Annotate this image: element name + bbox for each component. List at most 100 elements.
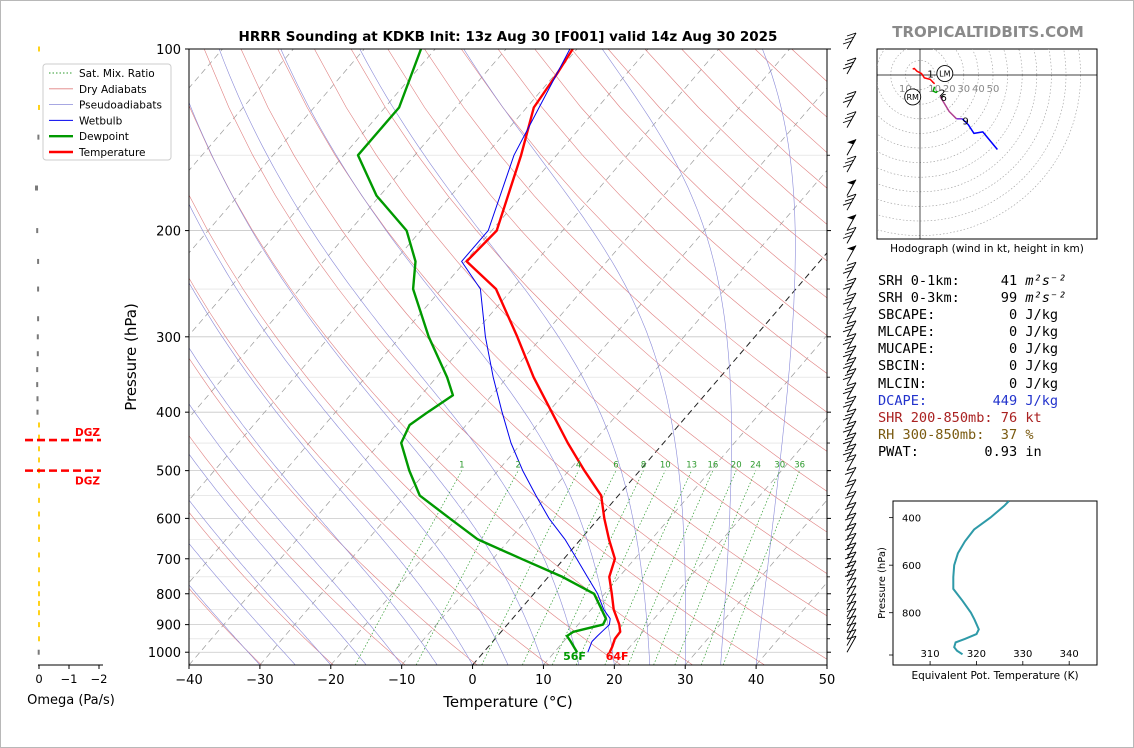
barb-flag xyxy=(846,193,857,198)
barb-flag xyxy=(846,615,857,620)
barb-flag xyxy=(844,296,855,301)
hodograph-height-label: 9 xyxy=(962,116,968,127)
stat-label: MLCIN: xyxy=(878,375,928,392)
wind-barb xyxy=(846,179,857,196)
barb-staff xyxy=(846,608,857,625)
legend-label: Dewpoint xyxy=(79,131,129,143)
omega-bar xyxy=(38,567,40,573)
mixing-ratio-label: 8 xyxy=(641,461,646,471)
barb-flag xyxy=(844,115,855,120)
stat-row: SRH 0-3km: 99 m²s⁻² xyxy=(878,290,1066,307)
omega-tick-label: 0 xyxy=(35,672,42,686)
stat-spacer xyxy=(993,410,1001,426)
stat-value: 41 xyxy=(1000,273,1018,289)
dry-adiabat xyxy=(189,357,478,665)
stat-unit: J/kg xyxy=(1025,358,1059,375)
wind-barb xyxy=(842,111,857,128)
stat-label: SRH 0-3km: xyxy=(878,290,960,307)
barb-flag xyxy=(846,542,857,547)
barb-flag xyxy=(842,300,853,305)
mixing-ratio-label: 36 xyxy=(794,461,805,471)
barb-flag xyxy=(842,163,853,168)
dry-adiabat xyxy=(189,587,262,665)
legend-label: Dry Adiabats xyxy=(79,84,147,96)
pseudoadiabat xyxy=(189,282,473,665)
hodograph-ring-label: 30 xyxy=(957,84,970,95)
zero-isotherm xyxy=(472,252,827,665)
isotherm-line xyxy=(1,49,10,665)
skewt-axes: −40 −30 −20 −10 0 10 20 30 40 50 100 200 300 400 500 60… xyxy=(148,43,835,688)
dry-adiabat xyxy=(277,49,827,617)
wind-barb xyxy=(842,345,857,362)
barb-staff xyxy=(846,467,857,484)
omega-bar xyxy=(36,334,39,340)
barb-flag xyxy=(844,483,855,488)
isotherm-line xyxy=(189,49,649,584)
isotherm-line xyxy=(401,169,827,665)
x-tick-label: −10 xyxy=(388,673,415,688)
stat-spacer xyxy=(984,427,1000,443)
omega-bar xyxy=(36,382,39,388)
barb-flag xyxy=(846,277,857,282)
x-tick-label: −30 xyxy=(246,673,273,688)
dry-adiabat xyxy=(534,49,827,336)
y-tick-label: 800 xyxy=(156,588,181,603)
hodograph-segment xyxy=(932,86,939,94)
stat-value: 0.93 xyxy=(984,443,1018,460)
barb-flag xyxy=(846,551,857,556)
barb-flag xyxy=(842,341,853,346)
mixing-ratio-line xyxy=(575,470,666,665)
wind-barb xyxy=(842,292,857,310)
wind-barb xyxy=(842,261,857,279)
legend-label: Pseudoadiabats xyxy=(79,100,162,112)
stat-row: MUCAPE: 0 J/kg xyxy=(878,341,1066,358)
stat-row: SRH 0-1km: 41 m²s⁻² xyxy=(878,273,1066,290)
surface-dewpoint-label: 56F xyxy=(563,650,586,663)
wind-barb xyxy=(846,600,857,618)
barb-flag xyxy=(846,91,857,95)
stat-label: RH 300-850mb: xyxy=(878,426,985,443)
wind-barb xyxy=(846,214,857,231)
barb-flag xyxy=(844,95,855,99)
omega-tick-label: −1 xyxy=(61,672,78,686)
barb-staff xyxy=(846,585,857,603)
skewt-ylabel: Pressure (hPa) xyxy=(122,303,140,411)
wind-barb xyxy=(842,395,857,413)
y-tick-label: 700 xyxy=(156,553,181,568)
temperature-profile xyxy=(465,49,622,653)
wind-barb xyxy=(846,608,857,625)
dry-adiabat xyxy=(461,49,827,413)
barb-flag xyxy=(846,432,857,437)
barb-flag xyxy=(846,512,857,517)
wind-barb xyxy=(842,193,857,211)
stat-value: 99 xyxy=(1000,290,1018,307)
barb-flag xyxy=(844,494,855,499)
barb-flag xyxy=(844,424,855,429)
barb-staff xyxy=(846,179,857,196)
theta-e-profile xyxy=(952,501,1010,656)
barb-flag xyxy=(846,635,857,640)
stat-label: DCAPE: xyxy=(878,392,928,409)
barb-flag xyxy=(844,573,855,577)
x-tick-label: −20 xyxy=(317,673,344,688)
stat-value: 0 xyxy=(1008,375,1018,392)
hodograph-height-label: 2 xyxy=(939,89,945,100)
mixing-ratio-line xyxy=(653,470,737,665)
barb-staff xyxy=(846,139,857,156)
barb-flag xyxy=(846,292,857,297)
pseudoadiabat xyxy=(359,49,651,665)
stat-value: 76 xyxy=(1000,409,1018,426)
storm-motion-label: LM xyxy=(939,70,950,79)
pseudoadiabat xyxy=(189,499,332,665)
isotherm-line xyxy=(330,87,827,665)
hodograph-frame xyxy=(876,48,1098,240)
barb-flag xyxy=(846,111,857,116)
stat-spacer xyxy=(960,273,1001,289)
omega-bar xyxy=(36,367,39,373)
barb-flag xyxy=(846,490,857,495)
x-tick-label: 30 xyxy=(677,673,694,688)
wind-barb xyxy=(844,532,857,550)
wind-barb xyxy=(842,306,857,324)
barb-flag xyxy=(846,600,857,605)
